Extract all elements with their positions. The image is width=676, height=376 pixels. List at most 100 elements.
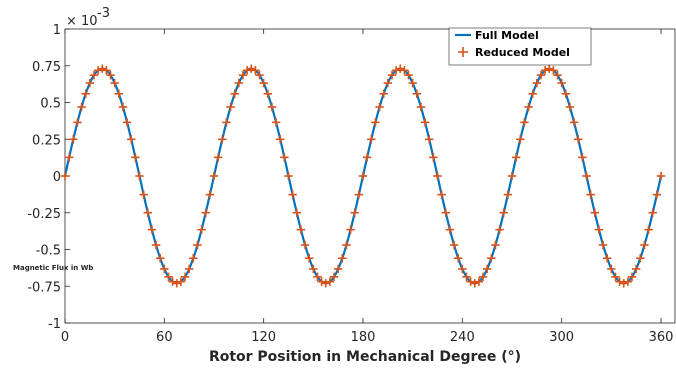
reduced-model-marker [491, 240, 500, 250]
reduced-model-marker [184, 264, 194, 274]
reduced-model-marker [367, 135, 376, 144]
reduced-model-marker [574, 135, 583, 144]
reduced-model-marker [536, 70, 546, 80]
reduced-model-marker [470, 279, 479, 288]
reduced-model-marker [205, 190, 215, 199]
reduced-model-marker [400, 66, 409, 75]
reduced-model-marker [578, 153, 587, 162]
reduced-model-marker [528, 89, 537, 98]
reduced-model-marker [375, 102, 384, 112]
reduced-model-marker [507, 171, 517, 181]
reduced-model-marker [511, 153, 521, 162]
y-tick-label: -0.75 [27, 280, 61, 295]
reduced-model-marker [495, 225, 504, 234]
reduced-model-marker [118, 102, 128, 112]
reduced-model-marker [296, 225, 306, 234]
reduced-model-marker [644, 225, 653, 234]
reduced-model-marker [106, 70, 115, 80]
reduced-model-marker [135, 171, 144, 181]
reduced-model-marker [209, 171, 219, 181]
reduced-model-marker [122, 118, 132, 127]
reduced-model-marker [284, 171, 293, 181]
y-tick-label: 0.75 [32, 60, 61, 75]
reduced-model-marker [218, 135, 227, 144]
reduced-model-marker [160, 264, 169, 274]
y-tick-label: 1 [53, 23, 61, 38]
reduced-model-marker [267, 102, 277, 112]
reduced-model-marker [520, 118, 529, 127]
reduced-model-marker [499, 208, 508, 217]
reduced-model-marker [93, 66, 103, 75]
reduced-model-marker [114, 89, 124, 98]
legend-box [448, 27, 592, 66]
reduced-model-marker [586, 190, 595, 199]
reduced-model-marker [462, 272, 471, 282]
x-tick-label: 120 [251, 330, 276, 345]
reduced-model-marker [247, 64, 256, 73]
reduced-model-marker [557, 78, 566, 88]
reduced-model-marker [474, 277, 484, 286]
legend: Full Model Reduced Model [448, 27, 592, 66]
reduced-model-marker [441, 208, 450, 217]
y-tick-label: -0.5 [36, 244, 61, 259]
reduced-model-marker [251, 66, 260, 75]
legend-marker-reduced-model [458, 47, 468, 57]
legend-label-full-model: Full Model [475, 29, 539, 42]
reduced-model-marker [387, 70, 397, 80]
reduced-model-marker [404, 70, 413, 80]
reduced-model-marker [433, 171, 442, 181]
reduced-model-marker [342, 240, 351, 250]
reduced-model-marker [259, 78, 268, 88]
reduced-model-marker [449, 240, 459, 250]
reduced-model-marker [516, 135, 525, 144]
y-tick-label: -0.25 [27, 207, 61, 222]
reduced-model-marker [540, 66, 550, 75]
reduced-model-marker [242, 66, 252, 75]
reduced-model-marker [656, 171, 666, 181]
reduced-model-marker [317, 277, 326, 286]
reduced-model-marker [640, 240, 649, 250]
reduced-model-marker [89, 70, 99, 80]
reduced-model-marker [627, 272, 637, 282]
reduced-model-marker [582, 171, 591, 181]
x-tick-label: 180 [351, 330, 376, 345]
reduced-model-marker [300, 240, 310, 250]
reduced-model-marker [478, 272, 488, 282]
reduced-model-marker [623, 277, 633, 286]
reduced-model-marker [69, 135, 78, 144]
reduced-model-marker [532, 78, 542, 88]
reduced-model-marker [615, 277, 624, 286]
reduced-model-marker [280, 153, 289, 162]
reduced-model-marker [325, 277, 335, 286]
reduced-model-marker [102, 66, 111, 75]
reduced-model-marker [466, 277, 475, 286]
reduced-model-marker [60, 171, 70, 181]
reduced-model-marker [201, 208, 210, 217]
reduced-model-marker [329, 272, 339, 282]
reduced-model-marker [234, 78, 244, 88]
reduced-model-marker [453, 254, 463, 263]
reduced-model-marker [139, 190, 148, 199]
reduced-model-marker [549, 66, 558, 75]
reduced-model-marker [222, 118, 231, 127]
reduced-model-marker [598, 240, 608, 250]
reduced-model-marker [338, 254, 347, 263]
x-axis-title: Rotor Position in Mechanical Degree (°) [209, 349, 521, 365]
reduced-model-marker [230, 89, 239, 98]
series-layer [60, 64, 666, 288]
reduced-model-marker [412, 89, 422, 98]
reduced-model-marker [482, 264, 492, 274]
x-tick-label: 60 [156, 330, 173, 345]
reduced-model-marker [590, 208, 599, 217]
reduced-model-marker [147, 225, 157, 234]
reduced-model-marker [321, 279, 330, 288]
reduced-model-marker [429, 153, 438, 162]
reduced-model-marker [350, 208, 359, 217]
reduced-model-marker [445, 225, 455, 234]
reduced-model-marker [362, 153, 372, 162]
reduced-model-marker [371, 118, 380, 127]
reduced-model-marker [648, 208, 657, 217]
y-exponent-label: -3 [97, 6, 110, 21]
x-tick-label: 0 [61, 330, 69, 345]
